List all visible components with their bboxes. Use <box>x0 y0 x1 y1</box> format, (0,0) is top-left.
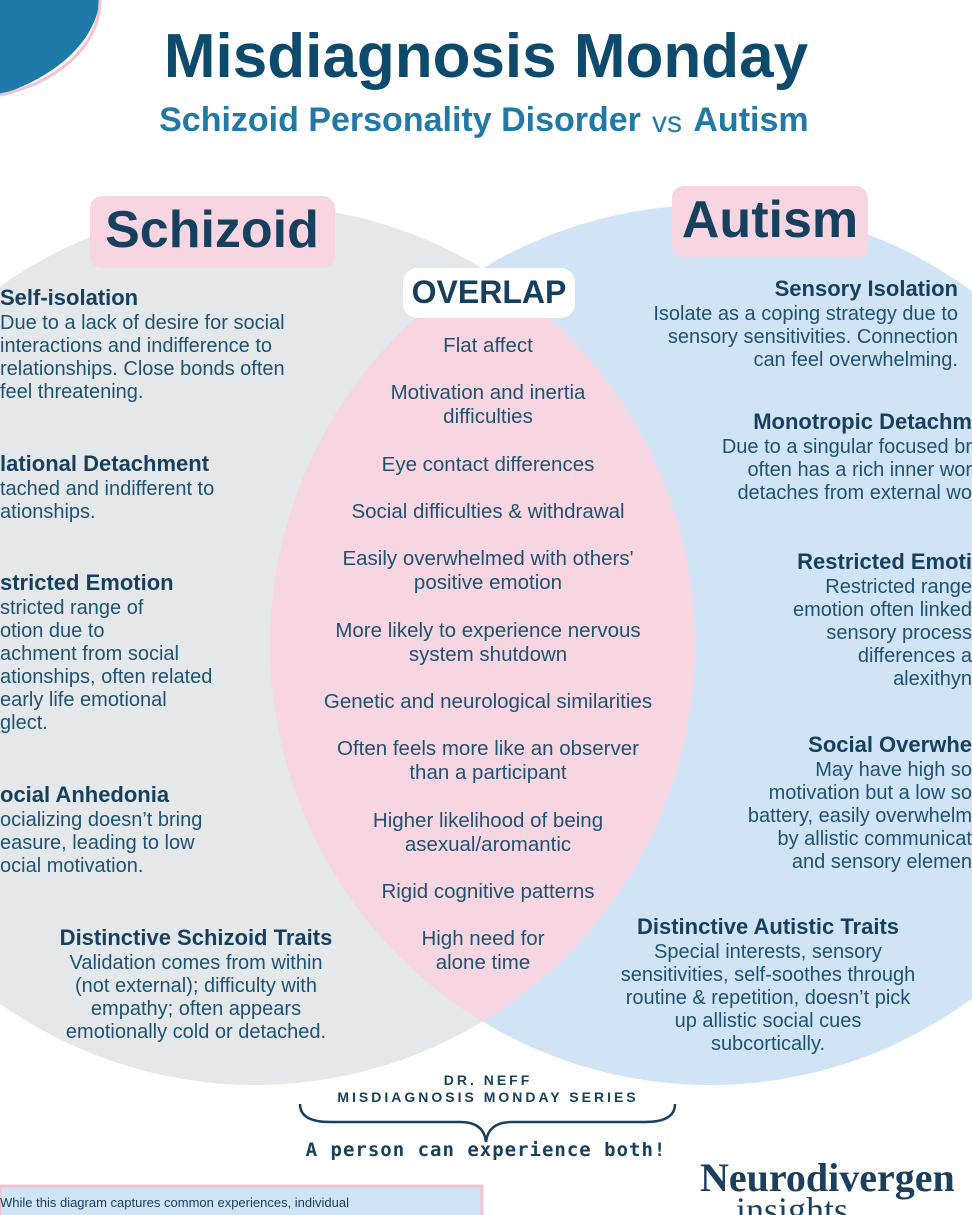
overlap-text: Motivation and inertia <box>390 380 586 404</box>
item-text: Validation comes from within <box>69 952 323 974</box>
item-text: battery, easily overwhelm <box>747 805 972 827</box>
item-text: sensitivities, self-soothes through <box>620 964 916 986</box>
label-box <box>90 196 335 268</box>
brand: Neurodivergen <box>700 1155 955 1200</box>
item-text: by allistic communicat <box>777 828 972 850</box>
item-text: easure, leading to low <box>0 832 195 854</box>
overlap-text: Often feels more like an observer <box>337 736 639 760</box>
item-text: often has a rich inner wor <box>747 459 972 481</box>
item-text: up allistic social cues <box>674 1010 862 1032</box>
overlap-text: than a participant <box>409 760 567 784</box>
item-text: subcortically. <box>710 1033 826 1055</box>
overlap-text: positive emotion <box>413 570 563 594</box>
item-text: May have high so <box>815 759 972 781</box>
item-text: otion due to <box>0 620 105 642</box>
item-text: interactions and indifference to <box>0 335 273 357</box>
overlap-text: system shutdown <box>408 642 568 666</box>
item-text: stricted range of <box>0 597 144 619</box>
item-heading: lational Detachment <box>0 450 210 476</box>
overlap-text: Genetic and neurological similarities <box>323 689 653 713</box>
item-text: ationships. <box>0 501 96 523</box>
subtitle: Autism <box>693 101 809 140</box>
item-heading: Social Overwhe <box>808 731 972 757</box>
decoration <box>0 0 100 95</box>
circle-label: Autism <box>681 191 859 250</box>
subtitle: Schizoid Personality Disorder <box>159 101 641 140</box>
overlap-text: Easily overwhelmed with others' <box>342 546 634 570</box>
item-text: emotion often linked <box>792 599 972 621</box>
item-text: Isolate as a coping strategy due to <box>653 303 958 325</box>
item-text: detaches from external wo <box>737 482 972 504</box>
item-text: ationships, often related <box>0 666 213 688</box>
brand: insights <box>736 1190 849 1215</box>
item-text: ocializing doesn’t bring <box>0 809 203 831</box>
overlap-text: Flat affect <box>443 333 533 357</box>
item-text: routine & repetition, doesn’t pick <box>625 987 911 1009</box>
title: Misdiagnosis Monday <box>163 21 809 91</box>
item-text: empathy; often appears <box>90 998 302 1020</box>
subtitle: vs <box>652 105 682 139</box>
item-heading: Self-isolation <box>0 284 139 310</box>
bracket <box>298 1103 677 1143</box>
item-heading: Distinctive Autistic Traits <box>636 913 900 939</box>
overlap-text: difficulties <box>443 404 533 428</box>
item-text: glect. <box>0 712 48 734</box>
overlap-text: Higher likelihood of being <box>372 808 604 832</box>
item-heading: stricted Emotion <box>0 569 174 595</box>
item-text: differences a <box>857 645 972 667</box>
item-text: early life emotional <box>0 689 167 711</box>
credit: MISDIAGNOSIS MONDAY SERIES <box>337 1089 639 1106</box>
item-text: (not external); difficulty with <box>75 975 317 997</box>
overlap-text: Social difficulties & withdrawal <box>351 499 625 523</box>
item-text: emotionally cold or detached. <box>65 1021 327 1043</box>
item-text: Due to a lack of desire for social <box>0 312 285 334</box>
credit: DR. NEFF <box>443 1072 533 1089</box>
overlap-region <box>270 205 695 1085</box>
item-text: and sensory elemen <box>791 851 972 873</box>
overlap-label: OVERLAP <box>411 274 567 311</box>
overlap-text: High need for <box>421 926 545 950</box>
overlap-text: Eye contact differences <box>381 452 595 476</box>
item-text: alexithyn <box>893 668 972 690</box>
label-box <box>403 268 575 318</box>
label-box <box>672 186 868 258</box>
overlap-text: Rigid cognitive patterns <box>381 879 595 903</box>
item-text: Special interests, sensory <box>654 941 882 963</box>
item-text: can feel overwhelming. <box>753 349 958 371</box>
item-text: feel threatening. <box>0 381 144 403</box>
item-text: motivation but a low so <box>768 782 972 804</box>
item-text: Due to a singular focused br <box>721 436 972 458</box>
item-text: sensory sensitivities. Connection <box>667 326 958 348</box>
item-text: tached and indifferent to <box>0 478 215 500</box>
item-heading: Restricted Emoti <box>797 548 972 574</box>
overlap-text: More likely to experience nervous <box>335 618 641 642</box>
item-heading: ocial Anhedonia <box>0 781 170 807</box>
disclaimer-box <box>0 1184 484 1215</box>
overlap-text: alone time <box>435 950 531 974</box>
circle-label: Schizoid <box>105 201 319 260</box>
disclaimer: While this diagram captures common exper… <box>0 1194 349 1210</box>
item-heading: Distinctive Schizoid Traits <box>59 924 333 950</box>
item-text: Restricted range <box>825 576 972 598</box>
overlap-text: asexual/aromantic <box>404 832 572 856</box>
item-heading: Monotropic Detachm <box>753 408 972 434</box>
item-text: achment from social <box>0 643 179 665</box>
tagline: A person can experience both! <box>305 1138 667 1161</box>
decoration <box>0 0 102 97</box>
item-text: relationships. Close bonds often <box>0 358 285 380</box>
item-heading: Sensory Isolation <box>774 275 958 301</box>
item-text: ocial motivation. <box>0 855 144 877</box>
item-text: sensory process <box>826 622 972 644</box>
